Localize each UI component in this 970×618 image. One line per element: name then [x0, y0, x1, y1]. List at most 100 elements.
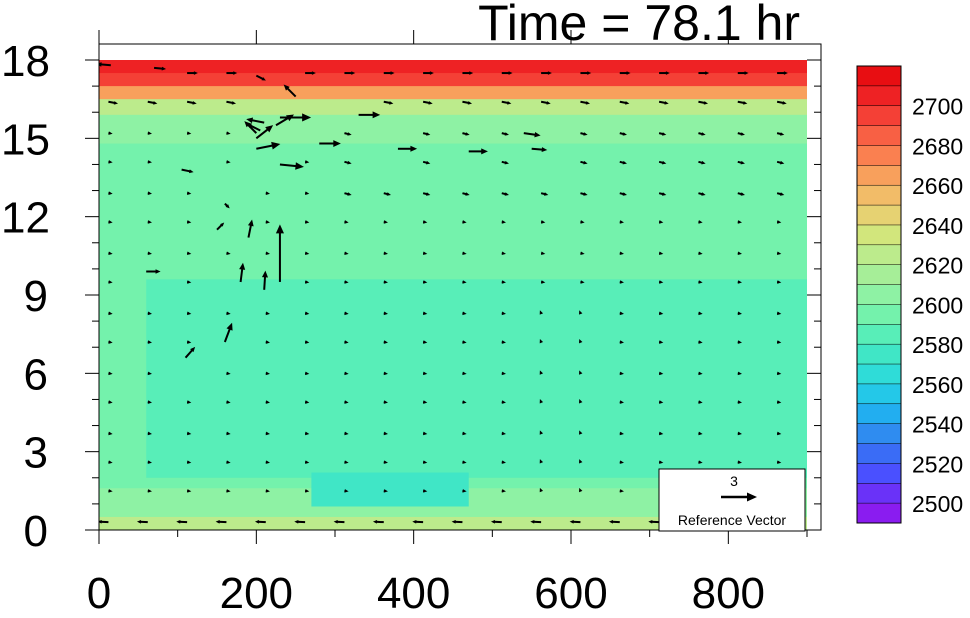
colorbar-swatch	[857, 244, 901, 265]
wind-vector-head	[344, 431, 349, 436]
wind-vector	[344, 460, 349, 464]
wind-vector-head	[147, 160, 152, 164]
wind-vector	[226, 160, 231, 164]
wind-vector	[344, 71, 356, 75]
wind-vector	[186, 100, 197, 105]
wind-vector	[451, 519, 463, 524]
wind-vector	[579, 370, 583, 375]
wind-vector-head	[462, 371, 467, 376]
wind-vector-head	[587, 71, 592, 75]
wind-vector-head	[246, 117, 254, 124]
wind-vector-head	[190, 346, 196, 353]
wind-vector	[265, 431, 270, 436]
wind-vector-head	[226, 371, 231, 376]
wind-vector-head	[108, 371, 113, 376]
wind-vector	[215, 519, 227, 524]
wind-vector-head	[569, 519, 574, 524]
wind-vector-head	[372, 111, 381, 119]
wind-vector	[539, 459, 544, 464]
wind-vector-head	[113, 101, 119, 105]
wind-vector	[383, 489, 388, 493]
wind-vector-head	[501, 460, 506, 464]
wind-vector-head	[619, 251, 624, 256]
wind-vector-head	[305, 280, 310, 284]
wind-vector-head	[546, 101, 551, 105]
wind-vector	[462, 220, 467, 224]
wind-vector	[580, 220, 585, 224]
wind-vector	[383, 100, 394, 105]
wind-vector	[383, 251, 388, 256]
wind-vector	[737, 220, 742, 224]
wind-vector	[108, 100, 119, 105]
wind-vector-head	[389, 101, 394, 105]
wind-vector	[147, 371, 152, 376]
wind-vector-head	[423, 340, 428, 344]
wind-vector-head	[344, 371, 349, 376]
wind-vector	[698, 220, 703, 224]
wind-vector	[619, 220, 624, 224]
wind-vector-head	[661, 192, 667, 196]
wind-vector	[422, 340, 428, 344]
wind-vector	[462, 400, 467, 404]
reference-vector-box: 3 Reference Vector	[658, 468, 806, 532]
colorbar-tick-label: 2680	[912, 133, 963, 159]
wind-vector-head	[187, 311, 192, 316]
wind-vector	[184, 346, 196, 359]
wind-vector	[462, 371, 467, 376]
wind-vector	[737, 100, 748, 105]
wind-vector	[344, 160, 352, 165]
wind-vector	[501, 311, 506, 316]
wind-vector	[698, 431, 703, 436]
wind-vector	[147, 160, 152, 164]
wind-vector-head	[777, 311, 782, 316]
wind-vector	[333, 519, 345, 524]
x-tick-label: 800	[692, 569, 765, 618]
wind-vector	[737, 71, 749, 75]
wind-vector-head	[501, 371, 506, 376]
wind-vector-head	[462, 489, 467, 493]
wind-vector	[422, 400, 428, 404]
wind-vector	[580, 100, 591, 105]
wind-vector	[383, 400, 388, 404]
wind-vector-head	[659, 400, 664, 404]
wind-vector	[422, 280, 428, 284]
wind-vector-head	[659, 280, 664, 284]
wind-vector-head	[305, 340, 310, 344]
wind-vector	[698, 280, 703, 284]
wind-vector	[619, 192, 627, 196]
wind-vector-head	[305, 311, 310, 316]
wind-vector	[147, 489, 152, 493]
wind-vector	[265, 220, 270, 224]
wind-vector	[344, 251, 349, 256]
wind-vector-head	[265, 191, 270, 195]
wind-vector-head	[501, 311, 506, 316]
wind-vector	[304, 251, 310, 256]
plot-area	[85, 30, 822, 544]
wind-vector-head	[539, 459, 544, 464]
wind-vector-head	[295, 162, 304, 170]
wind-vector	[658, 311, 664, 316]
wind-vector-head	[226, 431, 231, 436]
wind-vector-head	[777, 220, 782, 224]
wind-vector	[580, 192, 588, 196]
colorbar-tick-label: 2700	[912, 94, 963, 120]
wind-vector-head	[99, 519, 102, 524]
wind-vector	[265, 311, 270, 316]
wind-vector-head	[231, 101, 237, 105]
wind-vector-head	[108, 311, 113, 316]
wind-vector-head	[539, 430, 544, 435]
wind-vector	[658, 280, 664, 284]
wind-vector	[255, 125, 274, 140]
wind-vector	[265, 191, 270, 195]
wind-vector	[344, 431, 349, 436]
wind-vector-head	[153, 101, 158, 105]
wind-vector	[541, 71, 552, 75]
colorbar-swatch	[857, 125, 901, 146]
y-tick-label: 6	[24, 350, 48, 399]
wind-vector	[698, 192, 706, 196]
wind-vector-head	[383, 280, 388, 284]
colorbar-swatch	[857, 483, 901, 504]
wind-vector-head	[619, 431, 624, 436]
colorbar-tick-label: 2620	[912, 253, 963, 279]
wind-vector	[648, 519, 660, 524]
